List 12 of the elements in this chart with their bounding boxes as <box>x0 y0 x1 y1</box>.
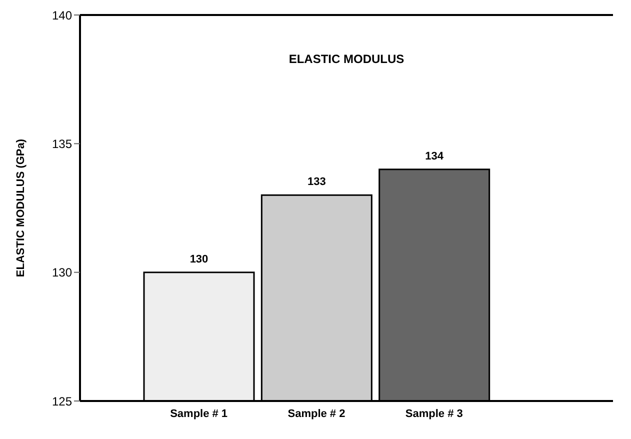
text: ELASTIC MODULUS <box>288 52 406 66</box>
y-axis-title: ELASTIC MODULUS (GPa) <box>14 138 27 278</box>
y-tick-label: 130 <box>52 266 72 280</box>
x-tick-label: Sample # 1 <box>170 408 228 420</box>
y-tick-label: 135 <box>52 136 72 151</box>
data-label: 130 <box>190 253 208 266</box>
x-tick-label: Sample # 2 <box>288 408 346 420</box>
x-tick-label: Sample # 3 <box>405 408 463 420</box>
y-tick-label: 125 <box>52 394 72 408</box>
data-label: 133 <box>307 176 326 188</box>
data-label: 134 <box>425 150 444 162</box>
y-tick-label: 140 <box>52 8 72 22</box>
